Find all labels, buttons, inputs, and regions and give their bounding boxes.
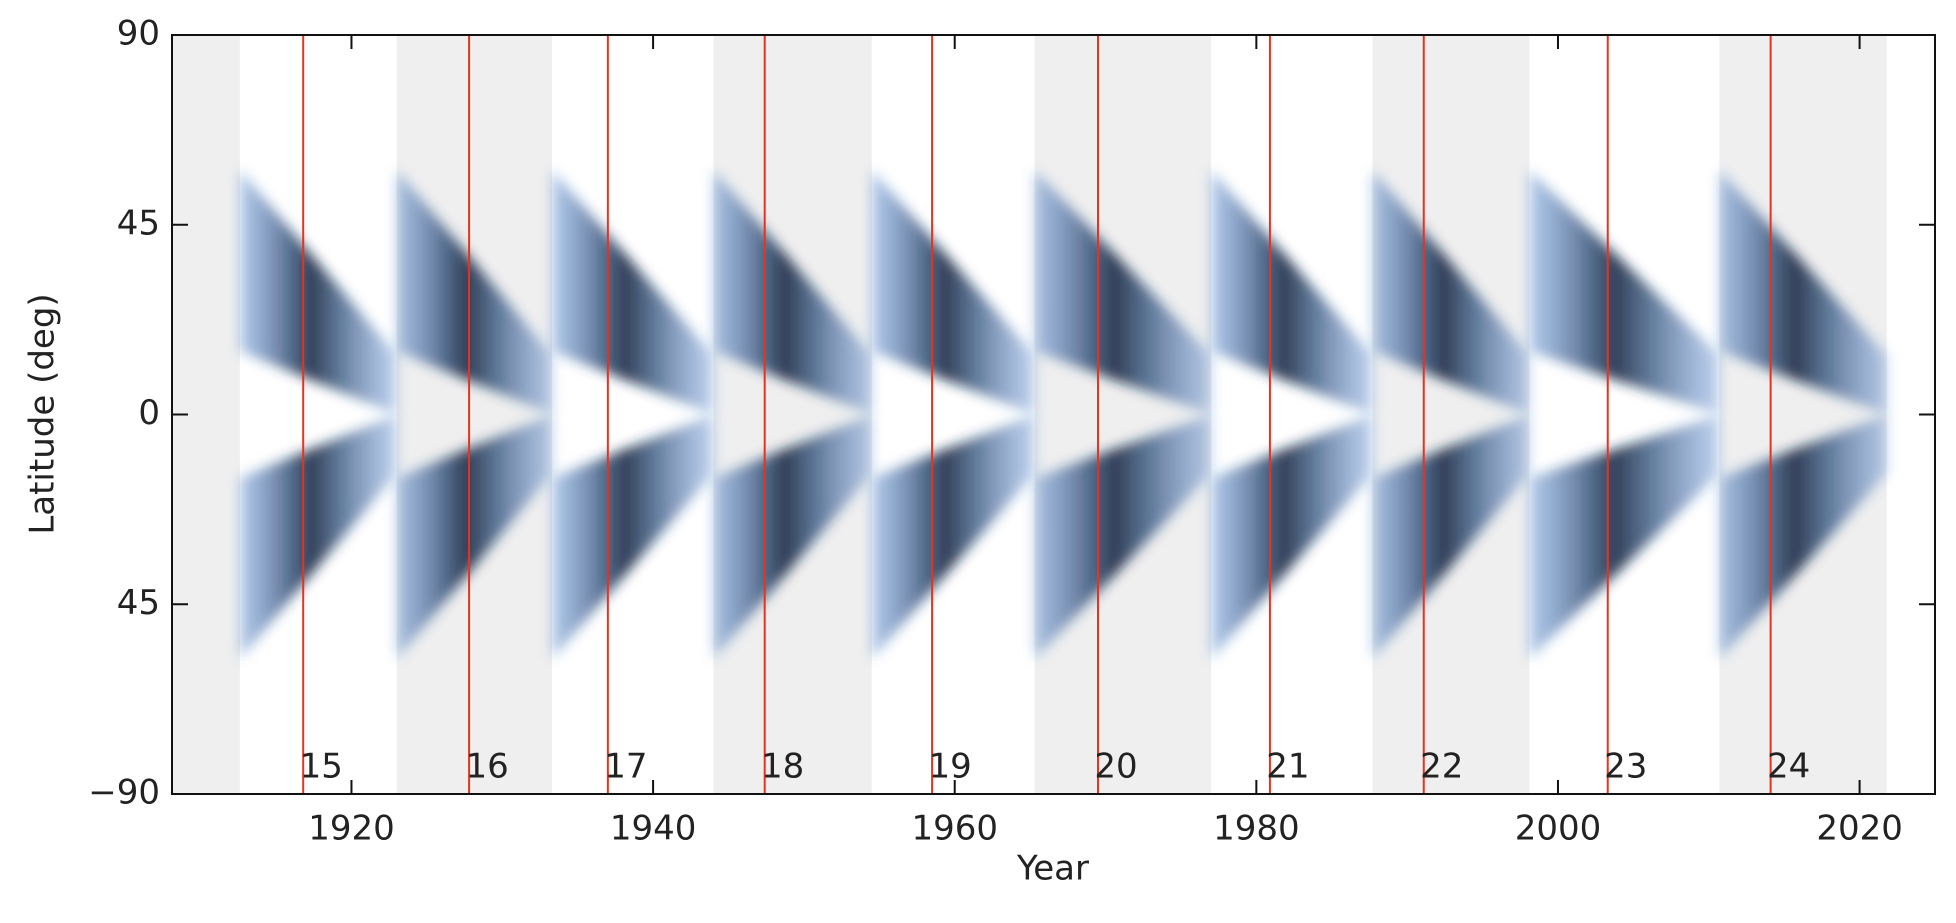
cycle-label: 21 bbox=[1266, 747, 1309, 787]
butterfly-wing bbox=[871, 414, 1035, 660]
butterfly-wing bbox=[239, 169, 397, 415]
cycle-label: 24 bbox=[1767, 747, 1810, 787]
y-tick-label: −90 bbox=[88, 773, 160, 813]
cycle-shade bbox=[396, 35, 553, 794]
butterfly-wing bbox=[552, 414, 714, 660]
cycle-shade bbox=[1034, 35, 1212, 794]
butterfly-wing bbox=[871, 169, 1035, 415]
cycle-label: 16 bbox=[465, 747, 508, 787]
x-tick-label: 1960 bbox=[911, 809, 998, 849]
butterfly-wing bbox=[396, 169, 553, 415]
cycle-label: 18 bbox=[761, 747, 804, 787]
x-axis-label: Year bbox=[1016, 849, 1089, 889]
y-tick-label: 0 bbox=[138, 393, 160, 433]
butterfly-wing bbox=[1719, 169, 1887, 415]
butterfly-wing bbox=[1034, 414, 1212, 660]
plot-area bbox=[172, 35, 1887, 794]
butterfly-wing bbox=[1211, 414, 1373, 660]
butterfly-wing bbox=[1719, 414, 1887, 660]
cycle-shade bbox=[1372, 35, 1530, 794]
cycle-label: 19 bbox=[928, 747, 971, 787]
cycle-shade bbox=[1719, 35, 1887, 794]
cycle-label: 23 bbox=[1604, 747, 1647, 787]
butterfly-wing bbox=[713, 414, 872, 660]
y-tick-label: 90 bbox=[117, 14, 160, 54]
butterfly-wing bbox=[1529, 169, 1720, 415]
cycle-label: 15 bbox=[300, 747, 343, 787]
x-tick-label: 2020 bbox=[1816, 809, 1903, 849]
x-tick-label: 2000 bbox=[1515, 809, 1602, 849]
cycle-label: 17 bbox=[604, 747, 647, 787]
x-tick-label: 1920 bbox=[308, 809, 395, 849]
butterfly-wing bbox=[1372, 414, 1530, 660]
butterfly-wing bbox=[1034, 169, 1212, 415]
x-tick-label: 1940 bbox=[610, 809, 697, 849]
cycle-shade bbox=[713, 35, 872, 794]
butterfly-wing bbox=[552, 169, 714, 415]
y-tick-label: 45 bbox=[117, 583, 160, 623]
cycle-label: 22 bbox=[1420, 747, 1463, 787]
y-tick-label: 45 bbox=[117, 203, 160, 243]
butterfly-wing bbox=[239, 414, 397, 660]
butterfly-wing bbox=[1211, 169, 1373, 415]
x-tick-label: 1980 bbox=[1213, 809, 1300, 849]
butterfly-wing bbox=[1529, 414, 1720, 660]
butterfly-wing bbox=[396, 414, 553, 660]
cycle-label: 20 bbox=[1094, 747, 1137, 787]
butterfly-wing bbox=[1372, 169, 1530, 415]
butterfly-wing bbox=[713, 169, 872, 415]
y-axis-label: Latitude (deg) bbox=[23, 293, 63, 534]
